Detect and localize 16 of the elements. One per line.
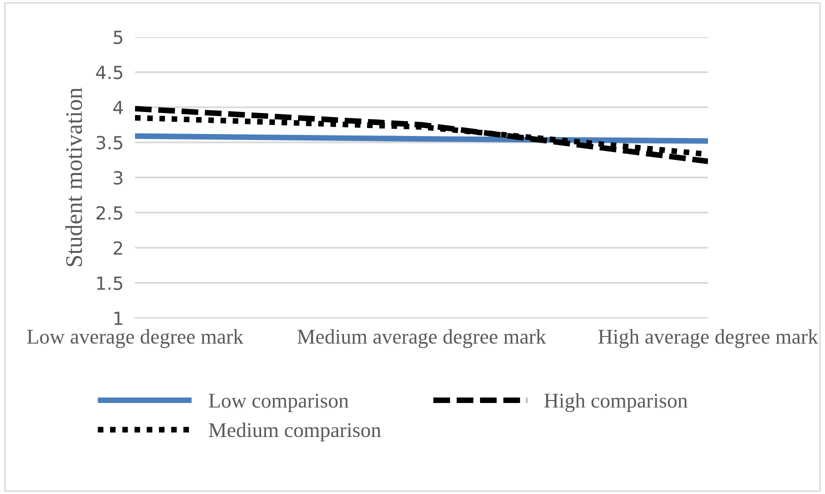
y-tick-label: 1 <box>114 312 122 325</box>
legend-label: Low comparison <box>208 394 349 412</box>
legend-label: High comparison <box>544 393 688 412</box>
y-tick-label: 4 <box>113 100 123 114</box>
x-tick-label: Low average degree mark <box>27 329 244 348</box>
legend-label: Medium comparison <box>208 422 381 442</box>
x-tick-label: Medium average degree mark <box>297 329 546 348</box>
y-tick-label: 5 <box>114 30 122 44</box>
y-tick-label: 2 <box>114 241 122 255</box>
y-tick-label: 3.5 <box>96 136 122 150</box>
y-tick-label: 2.5 <box>96 206 122 220</box>
y-tick-label: 4.5 <box>96 66 122 80</box>
y-tick-label: 1.5 <box>97 276 122 290</box>
y-tick-label: 3 <box>114 170 122 185</box>
y-axis-title: Student motivation <box>65 88 82 266</box>
x-tick-label: High average degree mark <box>598 329 818 348</box>
